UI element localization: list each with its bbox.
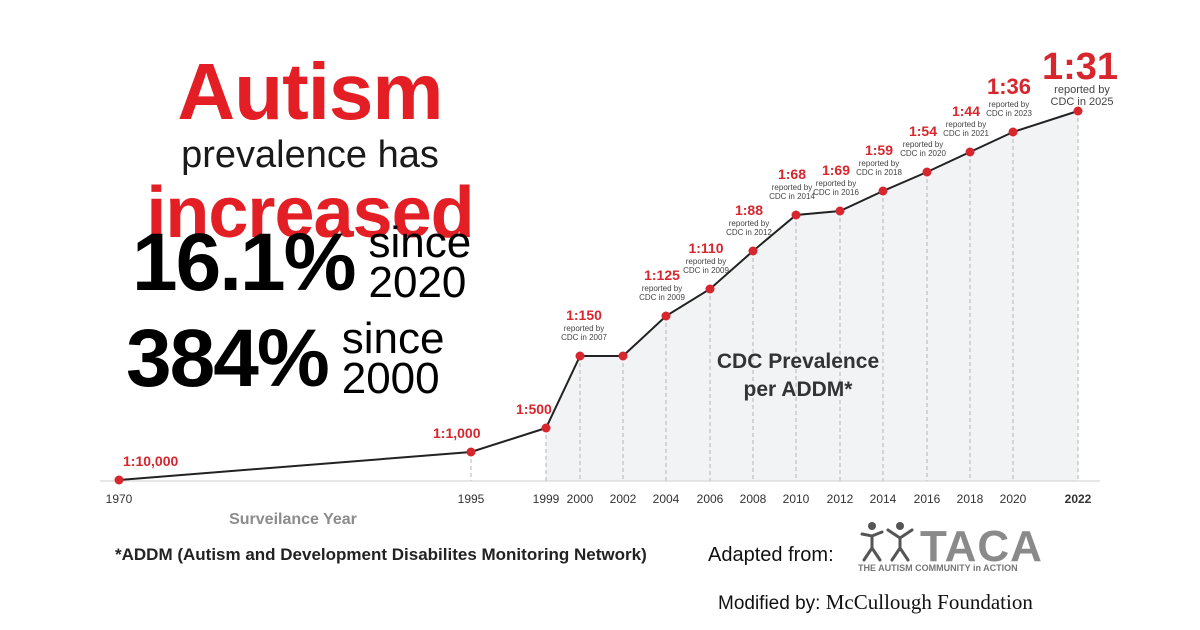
point-note: CDC in 2021: [943, 129, 989, 138]
data-point-2010: [791, 210, 801, 220]
taca-logo: TACA THE AUTISM COMMUNITY in ACTION: [858, 520, 1058, 576]
point-label-2016: 1:54: [909, 123, 937, 139]
x-tick-2006: 2006: [697, 492, 724, 506]
headline-increased: increased: [146, 173, 474, 253]
point-label-1995: 1:1,000: [433, 425, 481, 441]
chart-title-line2: per ADDM*: [744, 378, 854, 401]
chart-x-ticks: 1970 1995 1999 2000 2002 2004 2006 2008 2010 2012…: [106, 492, 1092, 506]
stat-since: since 2000: [342, 317, 445, 401]
taca-tagline: THE AUTISM COMMUNITY in ACTION: [858, 563, 1018, 573]
point-note: reported by: [1054, 84, 1110, 96]
point-note: CDC in 2016: [813, 188, 859, 197]
point-note: reported by: [859, 159, 899, 168]
point-label-2008: 1:88: [735, 202, 763, 218]
chart-points: [114, 106, 1083, 485]
point-note: reported by: [642, 284, 682, 293]
point-label-2000: 1:150: [566, 307, 602, 323]
chart-drop-lines: [470, 111, 1079, 481]
point-label-2014: 1:59: [865, 142, 893, 158]
chart-area-fill: [546, 111, 1078, 481]
stat-since: since 2020: [369, 221, 472, 305]
taca-wordmark: TACA: [920, 522, 1043, 571]
chart-x-axis-label: Surveilance Year: [229, 511, 357, 528]
x-tick-2016: 2016: [914, 492, 941, 506]
point-label-1970: 1:10,000: [123, 453, 178, 469]
adapted-from-label: Adapted from:: [708, 544, 834, 566]
modified-by: Modified by: McCullough Foundation: [718, 590, 1033, 615]
point-note: CDC in 2018: [856, 168, 902, 177]
point-note: reported by: [816, 179, 856, 188]
stat-since-word: since: [341, 314, 445, 363]
data-point-1970: [114, 475, 124, 485]
data-point-2020: [1008, 127, 1018, 137]
x-tick-2010: 2010: [783, 492, 810, 506]
data-point-2018: [965, 147, 975, 157]
point-note: reported by: [564, 324, 604, 333]
point-note: reported by: [903, 140, 943, 149]
x-tick-2004: 2004: [653, 492, 680, 506]
point-note: CDC in 2023: [986, 109, 1032, 118]
foundation-name: McCullough Foundation: [825, 590, 1033, 614]
stat-since-word: since: [368, 218, 472, 267]
point-label-2006: 1:110: [688, 240, 723, 256]
point-label-2012: 1:69: [822, 162, 850, 178]
point-note: reported by: [989, 100, 1029, 109]
point-note: reported by: [729, 219, 769, 228]
point-note: reported by: [772, 183, 812, 192]
taca-figures-icon: [860, 522, 914, 562]
data-point-2008: [748, 246, 758, 256]
stat-percent: 384%: [126, 313, 330, 404]
data-point-2000: [575, 351, 585, 361]
data-point-1999: [541, 423, 551, 433]
addm-footnote: *ADDM (Autism and Development Disabilite…: [115, 545, 647, 564]
data-point-2004: [661, 311, 671, 321]
point-label-1999: 1:500: [516, 401, 552, 417]
point-label-2010: 1:68: [778, 166, 806, 182]
headline-prevalence: prevalence has: [181, 134, 439, 176]
point-note: CDC in 2009: [639, 293, 685, 302]
point-note: CDC in 2007: [561, 333, 607, 342]
point-label-2020: 1:36: [987, 74, 1031, 99]
headline: Autism prevalence has increased: [100, 47, 520, 253]
point-note: CDC in 2012: [726, 228, 772, 237]
point-label-2004: 1:125: [644, 267, 680, 283]
point-label-2022: 1:31: [1042, 46, 1118, 88]
point-note: CDC in 2009: [683, 266, 729, 275]
point-note: reported by: [686, 257, 726, 266]
x-tick-1995: 1995: [458, 492, 485, 506]
headline-autism: Autism: [177, 47, 443, 136]
data-point-2014: [878, 186, 888, 196]
x-tick-2014: 2014: [870, 492, 897, 506]
x-tick-1970: 1970: [106, 492, 133, 506]
point-note: CDC in 2014: [769, 192, 815, 201]
data-point-2012: [835, 206, 845, 216]
data-point-2006: [705, 284, 715, 294]
data-point-1995: [466, 447, 476, 457]
x-tick-2000: 2000: [567, 492, 594, 506]
data-point-2002: [618, 351, 628, 361]
x-tick-2012: 2012: [827, 492, 854, 506]
modified-by-label: Modified by:: [718, 593, 821, 614]
x-tick-1999: 1999: [533, 492, 560, 506]
x-tick-2020: 2020: [1000, 492, 1027, 506]
x-tick-2002: 2002: [610, 492, 637, 506]
point-label-2018: 1:44: [952, 103, 980, 119]
x-tick-2022: 2022: [1065, 492, 1092, 506]
stat-since-year: 2000: [341, 354, 440, 403]
x-tick-2018: 2018: [957, 492, 984, 506]
chart-title-line1: CDC Prevalence: [717, 350, 879, 373]
data-point-2016: [922, 167, 932, 177]
stat-since-2000: 384% since 2000: [126, 313, 445, 404]
stat-since-year: 2020: [368, 258, 467, 307]
data-point-2022: [1073, 106, 1083, 116]
stat-since-2020: 16.1% since 2020: [132, 217, 472, 308]
x-tick-2008: 2008: [740, 492, 767, 506]
point-note: CDC in 2025: [1051, 96, 1114, 108]
point-note: CDC in 2020: [900, 149, 946, 158]
stat-percent: 16.1%: [132, 217, 357, 308]
point-note: reported by: [946, 120, 986, 129]
